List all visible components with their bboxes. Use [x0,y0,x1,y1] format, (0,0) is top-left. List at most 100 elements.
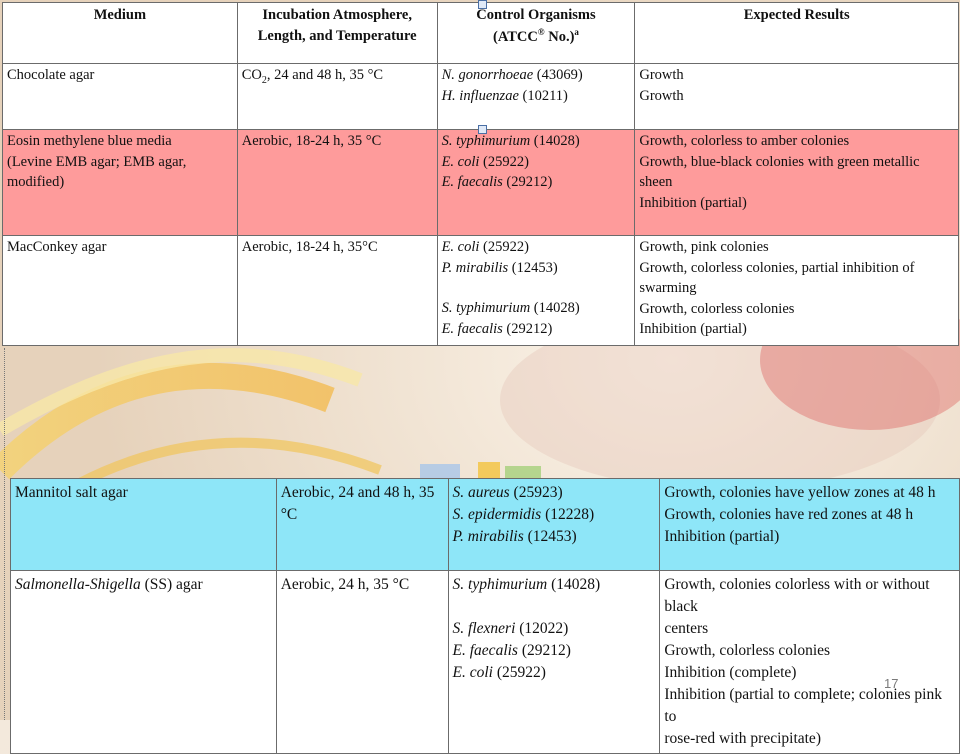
footnote-marker: a [574,26,579,37]
slide-guide-line [4,348,5,720]
medium-name-italic: Salmonella-Shigella [15,576,141,593]
organism-name: P. mirabilis [452,528,524,545]
organism-name: S. aureus [452,484,510,501]
result-line: Inhibition (partial) [639,321,747,338]
result-line: Growth, colorless colonies, partial inhi… [639,259,915,276]
organism-atcc: (25922) [493,664,546,681]
header-incubation: Incubation Atmosphere, Length, and Tempe… [236,2,438,64]
header-expected-results: Expected Results [634,2,959,64]
medium-name: modified) [7,174,65,191]
organism-atcc: (10211) [518,87,568,104]
medium-name: Chocolate agar [7,67,95,83]
organism-name: S. flexneri [452,620,516,637]
incubation-text: Aerobic, 24 and 48 h, 35 °C [280,484,435,523]
table-header-row: Medium Incubation Atmosphere, Length, an… [2,2,959,64]
organism-atcc: (12453) [508,259,558,276]
cell-medium: Chocolate agar [2,63,238,130]
table-row-eosin-methylene-blue: Eosin methylene blue media (Levine EMB a… [2,129,959,236]
cell-organisms: S. aureus (25923) S. epidermidis (12228)… [447,478,661,571]
media-table-top: Medium Incubation Atmosphere, Length, an… [2,2,959,346]
organism-line: N. gonorrhoeae (43069) [442,65,631,86]
header-results-label: Expected Results [743,7,850,23]
registered-mark: ® [537,26,545,37]
organism-name: H. influenzae [441,87,519,104]
organism-atcc: (43069) [533,67,583,83]
organism-line: S. typhimurium (14028) [442,131,631,152]
organism-line: E. faecalis (29212) [442,172,631,193]
cell-medium: MacConkey agar [2,235,238,346]
cell-results: Growth, colonies colorless with or witho… [659,570,960,754]
organism-name: S. typhimurium [452,576,548,593]
organism-atcc: (29212) [517,642,571,659]
table-row-salmonella-shigella-agar: Salmonella-Shigella (SS) agar Aerobic, 2… [10,570,960,754]
result-line: Growth [639,67,684,83]
cell-incubation: Aerobic, 24 h, 35 °C [275,570,449,754]
cell-results: Growth, pink colonies Growth, colorless … [634,235,959,346]
organism-atcc: (29212) [502,174,553,191]
organism-name: S. epidermidis [452,506,542,523]
result-line: Growth, colorless colonies [639,300,795,317]
organism-atcc: (25922) [479,239,529,255]
table-row-macconkey-agar: MacConkey agar Aerobic, 18-24 h, 35°C E.… [2,235,959,346]
organism-line: E. faecalis (29212) [442,319,631,340]
cell-results: Growth Growth [634,63,959,130]
cell-medium: Eosin methylene blue media (Levine EMB a… [2,129,238,236]
cell-incubation: Aerobic, 18-24 h, 35 °C [236,129,438,236]
cell-organisms: E. coli (25922) P. mirabilis (12453) S. … [436,235,636,346]
organism-line: E. coli (25922) [442,237,631,258]
header-incubation-line1: Incubation Atmosphere, [262,7,412,23]
table-row-mannitol-salt-agar: Mannitol salt agar Aerobic, 24 and 48 h,… [10,478,960,571]
cell-incubation: CO2, 24 and 48 h, 35 °C [236,63,438,130]
organism-name: E. coli [441,239,480,255]
cell-incubation: Aerobic, 18-24 h, 35°C [236,235,438,346]
organism-line: E. coli (25922) [453,662,656,684]
header-incubation-line2: Length, and Temperature [257,27,417,44]
organism-line: S. flexneri (12022) [453,618,656,640]
cell-medium: Mannitol salt agar [10,478,277,571]
media-table-bottom: Mannitol salt agar Aerobic, 24 and 48 h,… [10,478,960,754]
organism-line: S. typhimurium (14028) [453,574,656,596]
medium-name: (SS) agar [140,576,203,593]
result-line: Growth, colorless to amber colonies [639,133,850,149]
organism-atcc: (14028) [547,576,601,593]
organism-name: N. gonorrhoeae [441,67,534,83]
result-line: Growth, blue-black colonies with green m… [639,153,920,170]
organism-name: E. coli [441,153,480,170]
resize-handle-middle[interactable] [478,125,487,134]
result-line: Growth, colorless colonies [664,642,831,659]
header-medium-label: Medium [93,7,147,23]
incubation-co: CO [241,67,262,83]
result-line: swarming [639,280,697,297]
incubation-text: Aerobic, 18-24 h, 35°C [241,239,378,255]
table-row-chocolate-agar: Chocolate agar CO2, 24 and 48 h, 35 °C N… [2,63,959,130]
cell-organisms: S. typhimurium (14028) E. coli (25922) E… [436,129,636,236]
result-line: rose-red with precipitate) [664,730,821,747]
organism-line: H. influenzae (10211) [442,86,631,107]
incubation-text: Aerobic, 24 h, 35 °C [280,576,410,593]
organism-name: S. typhimurium [441,133,531,149]
resize-handle-top[interactable] [478,0,487,9]
result-line: Growth, colonies colorless with or witho… [664,576,930,615]
organism-name: P. mirabilis [441,259,509,276]
medium-name: Eosin methylene blue media [7,133,172,149]
organism-name: E. coli [452,664,493,681]
header-control-line1: Control Organisms [476,7,596,23]
incubation-rest: , 24 and 48 h, 35 °C [266,67,384,83]
organism-atcc: (14028) [530,300,580,317]
organism-name: E. faecalis [452,642,518,659]
organism-atcc: (29212) [502,320,553,337]
header-control-no: No.) [544,28,575,45]
result-line: Inhibition (complete) [664,664,797,681]
organism-name: S. typhimurium [441,300,531,317]
cell-organisms: S. typhimurium (14028) S. flexneri (1202… [447,570,661,754]
result-line: Inhibition (partial to complete; colonie… [664,686,942,725]
organism-atcc: (25922) [479,153,529,170]
spacer [453,596,656,618]
organism-name: E. faecalis [441,320,503,337]
organism-line: P. mirabilis (12453) [442,258,631,279]
organism-atcc: (12228) [541,506,595,523]
organism-line: P. mirabilis (12453) [453,526,656,548]
header-control-atcc: (ATCC [493,28,538,45]
result-line: Inhibition (partial) [664,528,780,545]
cell-results: Growth, colonies have yellow zones at 48… [659,478,960,571]
